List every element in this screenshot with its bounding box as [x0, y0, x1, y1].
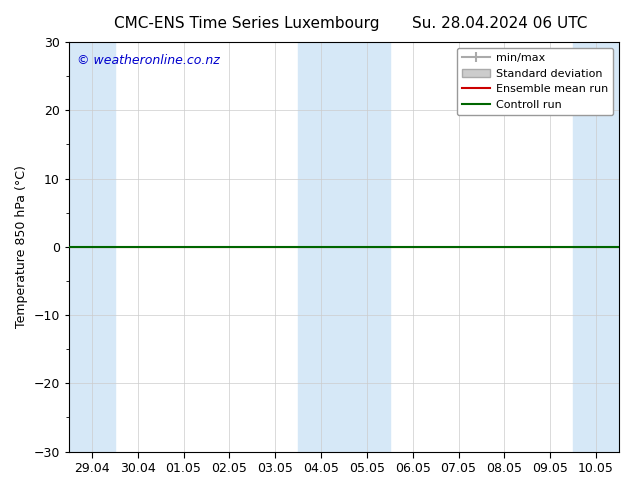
Text: Su. 28.04.2024 06 UTC: Su. 28.04.2024 06 UTC — [412, 16, 588, 31]
Text: CMC-ENS Time Series Luxembourg: CMC-ENS Time Series Luxembourg — [114, 16, 380, 31]
Bar — [298, 42, 390, 452]
Bar — [69, 42, 115, 452]
Y-axis label: Temperature 850 hPa (°C): Temperature 850 hPa (°C) — [15, 166, 28, 328]
Text: © weatheronline.co.nz: © weatheronline.co.nz — [77, 54, 220, 67]
Bar — [573, 42, 619, 452]
Legend: min/max, Standard deviation, Ensemble mean run, Controll run: min/max, Standard deviation, Ensemble me… — [456, 48, 614, 115]
